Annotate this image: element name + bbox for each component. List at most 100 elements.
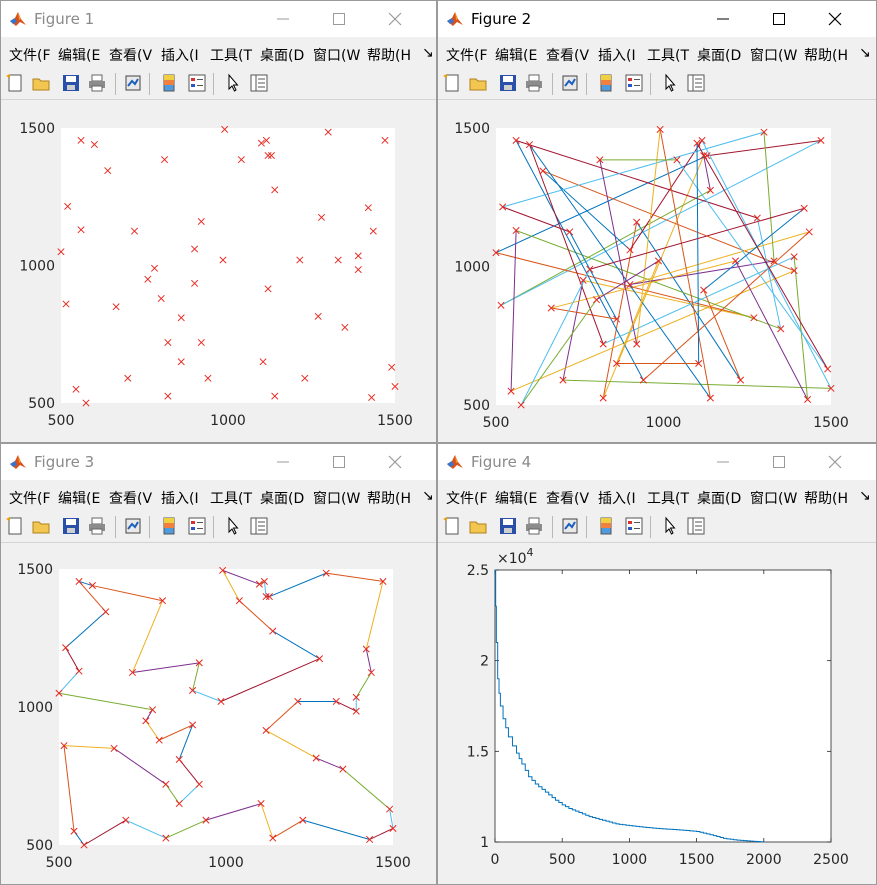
figure-window-3[interactable]: Figure 3 文件(F 编辑(E 查看(V 插入(I 工具(T 桌面(D 窗口(W 帮助(H… (0, 443, 437, 885)
title-bar[interactable]: Figure 2 (438, 1, 876, 37)
menu-item-0[interactable]: 文件(F (446, 48, 488, 64)
menu-item-7[interactable]: 帮助(H (367, 491, 411, 507)
city-marker (164, 338, 172, 347)
close-button[interactable] (372, 448, 418, 476)
minimize-button[interactable] (260, 448, 306, 476)
figure-window-1[interactable]: Figure 1 文件(F 编辑(E 查看(V 插入(I 工具(T 桌面(D 窗口(W 帮助(H… (0, 0, 437, 443)
menu-item-3[interactable]: 插入(I (598, 48, 636, 64)
property-inspector-icon[interactable] (686, 516, 706, 536)
print-icon[interactable] (87, 73, 107, 93)
menu-item-2[interactable]: 查看(V (109, 48, 153, 64)
exponent-power: 4 (527, 546, 534, 559)
save-icon[interactable] (498, 516, 518, 536)
menu-item-5[interactable]: 桌面(D (697, 48, 742, 64)
link-plot-icon[interactable] (123, 516, 143, 536)
close-button[interactable] (812, 448, 858, 476)
menu-item-3[interactable]: 插入(I (161, 48, 199, 64)
insert-legend-icon[interactable] (624, 73, 644, 93)
new-figure-icon[interactable] (5, 73, 25, 93)
link-plot-icon[interactable] (560, 73, 580, 93)
minimize-button[interactable] (260, 5, 306, 33)
figure-window-2[interactable]: Figure 2 文件(F 编辑(E 查看(V 插入(I 工具(T 桌面(D 窗口(W 帮助(H… (437, 0, 877, 443)
tour-segment (551, 307, 617, 320)
open-file-icon[interactable] (468, 73, 488, 93)
edit-plot-icon[interactable] (223, 73, 243, 93)
print-icon[interactable] (524, 73, 544, 93)
new-figure-icon[interactable] (442, 516, 462, 536)
open-file-icon[interactable] (468, 516, 488, 536)
save-icon[interactable] (498, 73, 518, 93)
menu-item-2[interactable]: 查看(V (546, 491, 590, 507)
city-marker (332, 697, 340, 706)
menu-item-4[interactable]: 工具(T (647, 491, 690, 507)
figure-window-4[interactable]: Figure 4 文件(F 编辑(E 查看(V 插入(I 工具(T 桌面(D 窗口(W 帮助(H… (437, 443, 877, 885)
menu-item-4[interactable]: 工具(T (210, 491, 253, 507)
property-inspector-icon[interactable] (686, 73, 706, 93)
title-bar[interactable]: Figure 4 (438, 444, 876, 480)
menu-item-3[interactable]: 插入(I (161, 491, 199, 507)
menu-overflow-icon[interactable]: ↘ (422, 45, 434, 61)
menu-item-7[interactable]: 帮助(H (367, 48, 411, 64)
edit-plot-icon[interactable] (660, 516, 680, 536)
open-file-icon[interactable] (31, 73, 51, 93)
city-marker (122, 816, 130, 824)
minimize-button[interactable] (700, 448, 746, 476)
tour-segment (599, 159, 638, 345)
menu-item-1[interactable]: 编辑(E (495, 491, 538, 507)
menu-item-7[interactable]: 帮助(H (804, 491, 848, 507)
menu-item-0[interactable]: 文件(F (446, 491, 488, 507)
print-icon[interactable] (524, 516, 544, 536)
menu-item-6[interactable]: 窗口(W (750, 491, 798, 507)
print-icon[interactable] (87, 516, 107, 536)
link-plot-icon[interactable] (123, 73, 143, 93)
property-inspector-icon[interactable] (249, 73, 269, 93)
menu-item-0[interactable]: 文件(F (9, 491, 51, 507)
maximize-button[interactable] (316, 448, 362, 476)
maximize-button[interactable] (756, 448, 802, 476)
minimize-button[interactable] (700, 5, 746, 33)
menu-item-4[interactable]: 工具(T (647, 48, 690, 64)
save-icon[interactable] (61, 516, 81, 536)
insert-colorbar-icon[interactable] (159, 73, 179, 93)
edit-plot-icon[interactable] (223, 516, 243, 536)
insert-colorbar-icon[interactable] (596, 73, 616, 93)
insert-colorbar-icon[interactable] (159, 516, 179, 536)
menu-item-1[interactable]: 编辑(E (58, 491, 101, 507)
menu-item-3[interactable]: 插入(I (598, 491, 636, 507)
close-button[interactable] (372, 5, 418, 33)
menu-item-6[interactable]: 窗口(W (313, 491, 361, 507)
city-marker (60, 742, 68, 750)
menu-item-5[interactable]: 桌面(D (697, 491, 742, 507)
menu-item-5[interactable]: 桌面(D (260, 48, 305, 64)
maximize-button[interactable] (316, 5, 362, 33)
menu-overflow-icon[interactable]: ↘ (859, 488, 871, 504)
maximize-button[interactable] (756, 5, 802, 33)
menu-overflow-icon[interactable]: ↘ (422, 488, 434, 504)
menu-item-2[interactable]: 查看(V (546, 48, 590, 64)
insert-legend-icon[interactable] (187, 516, 207, 536)
menu-item-0[interactable]: 文件(F (9, 48, 51, 64)
tour-segment (265, 701, 299, 731)
new-figure-icon[interactable] (442, 73, 462, 93)
insert-colorbar-icon[interactable] (596, 516, 616, 536)
menu-item-2[interactable]: 查看(V (109, 491, 153, 507)
insert-legend-icon[interactable] (187, 73, 207, 93)
open-file-icon[interactable] (31, 516, 51, 536)
insert-legend-icon[interactable] (624, 516, 644, 536)
menu-item-7[interactable]: 帮助(H (804, 48, 848, 64)
menu-item-1[interactable]: 编辑(E (495, 48, 538, 64)
menu-item-1[interactable]: 编辑(E (58, 48, 101, 64)
link-plot-icon[interactable] (560, 516, 580, 536)
new-figure-icon[interactable] (5, 516, 25, 536)
menu-item-6[interactable]: 窗口(W (750, 48, 798, 64)
menu-item-4[interactable]: 工具(T (210, 48, 253, 64)
menu-item-6[interactable]: 窗口(W (313, 48, 361, 64)
menu-item-5[interactable]: 桌面(D (260, 491, 305, 507)
menu-overflow-icon[interactable]: ↘ (859, 45, 871, 61)
close-button[interactable] (812, 5, 858, 33)
save-icon[interactable] (61, 73, 81, 93)
edit-plot-icon[interactable] (660, 73, 680, 93)
title-bar[interactable]: Figure 3 (1, 444, 436, 480)
title-bar[interactable]: Figure 1 (1, 1, 436, 37)
property-inspector-icon[interactable] (249, 516, 269, 536)
